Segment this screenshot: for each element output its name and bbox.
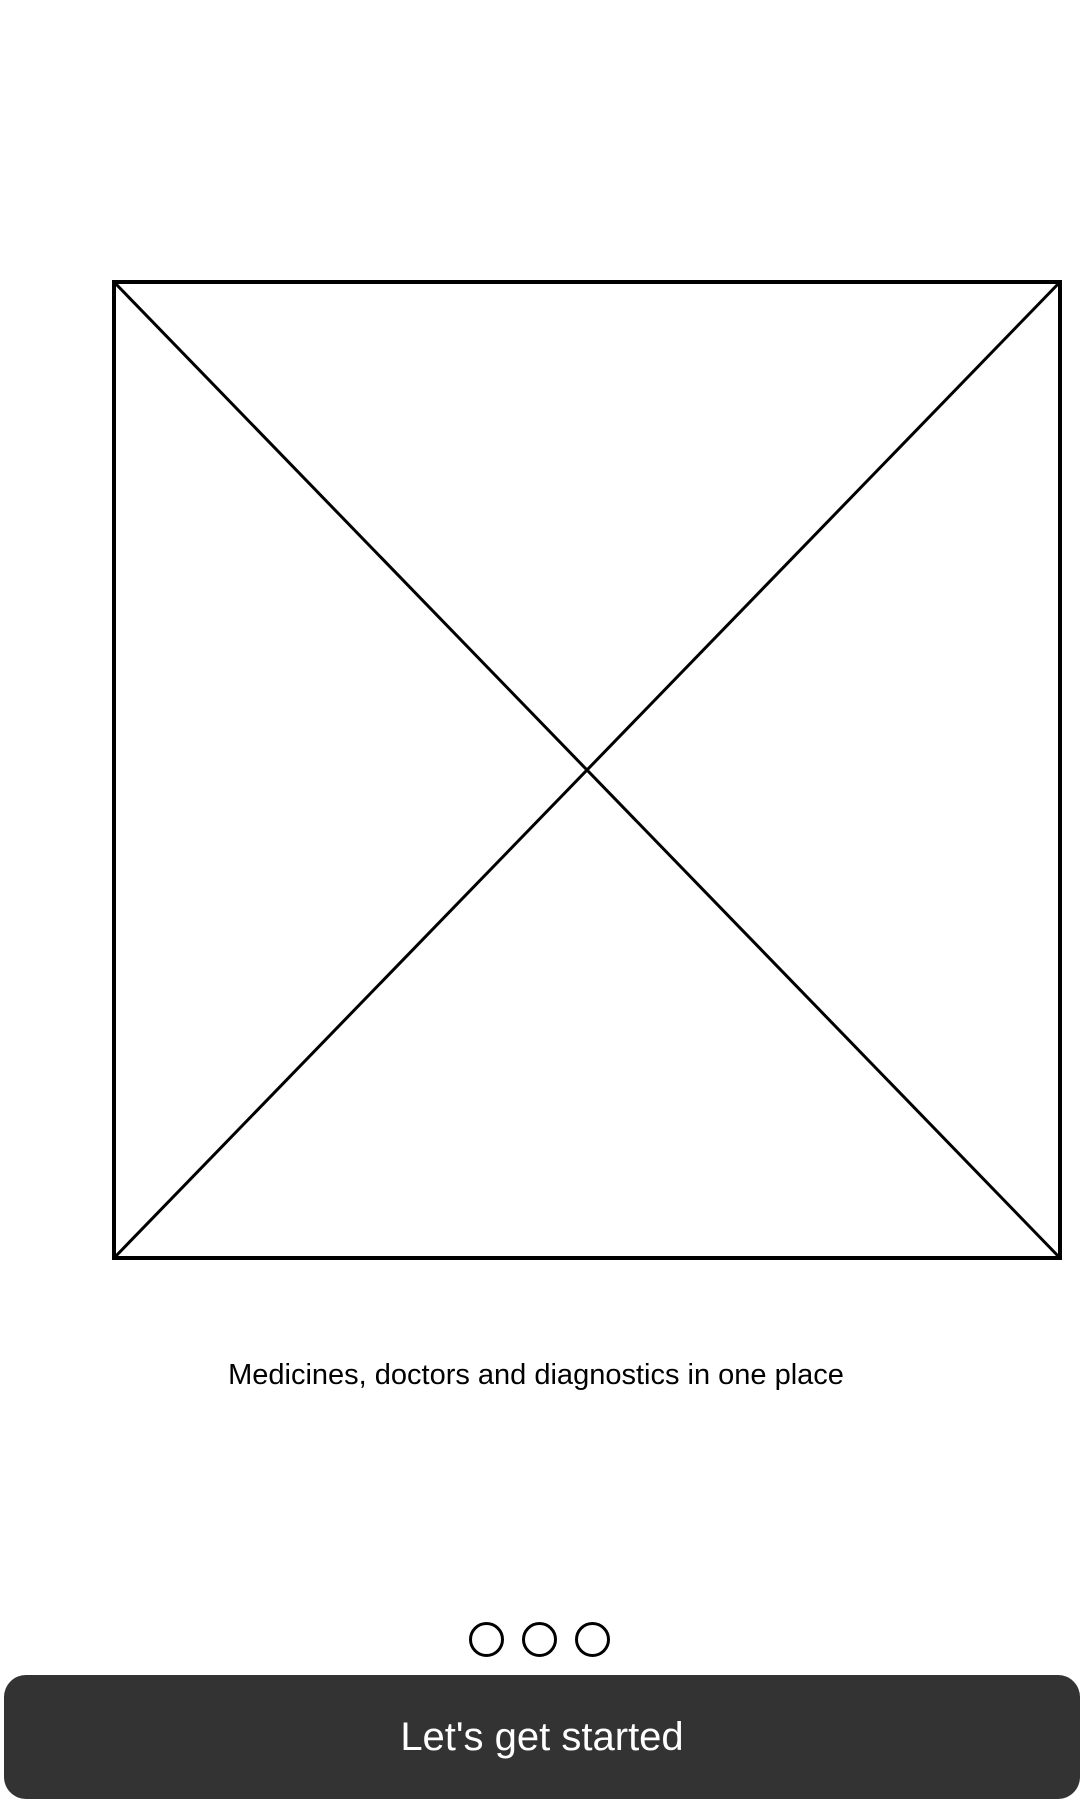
page-dot-3[interactable] (574, 1622, 610, 1657)
onboarding-tagline: Medicines, doctors and diagnostics in on… (228, 1359, 844, 1391)
image-placeholder-icon (112, 280, 1062, 1260)
page-dot-2[interactable] (521, 1622, 557, 1657)
placeholder-diagonal-2 (112, 280, 1062, 1260)
page-dot-1[interactable] (468, 1622, 504, 1657)
get-started-button[interactable]: Let's get started (4, 1675, 1080, 1799)
placeholder-frame (112, 280, 1062, 1260)
page-indicator (0, 1622, 1080, 1657)
hero-image-placeholder (112, 280, 1062, 1260)
